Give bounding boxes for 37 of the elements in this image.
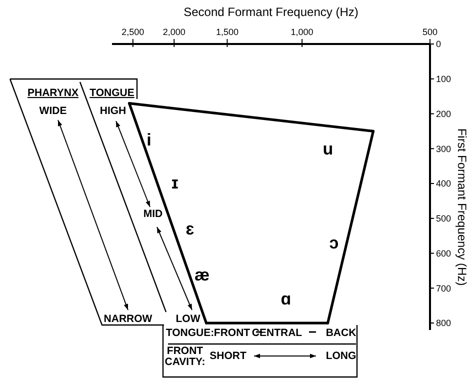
annotation: ɔ (329, 234, 339, 252)
text: PHARYNX (28, 87, 78, 99)
annotation: CENTRAL (252, 327, 303, 339)
y-tick-label: 600 (436, 248, 452, 258)
annotation: ɑ (280, 290, 292, 308)
annotation: ɛ (186, 220, 195, 238)
y-tick-label: 100 (436, 74, 452, 84)
text: FRONT CAVITY: (164, 345, 206, 368)
y-tick-label: 400 (436, 178, 452, 189)
annotation: i (146, 130, 152, 150)
y-tick-label: 800 (436, 318, 452, 328)
text: LONG (326, 350, 356, 362)
y-tick-label: 200 (436, 108, 452, 119)
y-tick-label: 300 (436, 144, 452, 154)
annotation: MID (143, 208, 164, 220)
annotation: NARROW (104, 313, 152, 325)
x-tick-label: 1,500 (216, 27, 238, 37)
annotation: u (322, 140, 334, 158)
text: WIDE (39, 105, 67, 117)
annotation: æ (194, 266, 210, 284)
y-axis-title: First Formant Frequency (Hz) (455, 128, 469, 286)
annotation: BACK (326, 327, 357, 339)
annotation: TONGUE: (166, 327, 214, 339)
annotation: LOW (176, 313, 200, 325)
annotation: FRONT (214, 327, 251, 339)
x-tick-label: 1,000 (290, 27, 314, 37)
y-tick-label: 700 (436, 283, 452, 294)
annotation: TONGUE (90, 87, 134, 99)
y-tick-label: 500 (436, 214, 452, 224)
text: SHORT (210, 350, 247, 362)
x-tick-label: 2,500 (122, 27, 144, 37)
x-tick-label: 2,000 (162, 27, 186, 37)
x-axis-title: Second Formant Frequency (Hz) (184, 5, 358, 19)
y-tick-label: 0 (436, 39, 442, 50)
annotation: ɪ (172, 174, 179, 192)
annotation: HIGH (100, 105, 126, 117)
x-tick-label: 500 (422, 27, 438, 37)
